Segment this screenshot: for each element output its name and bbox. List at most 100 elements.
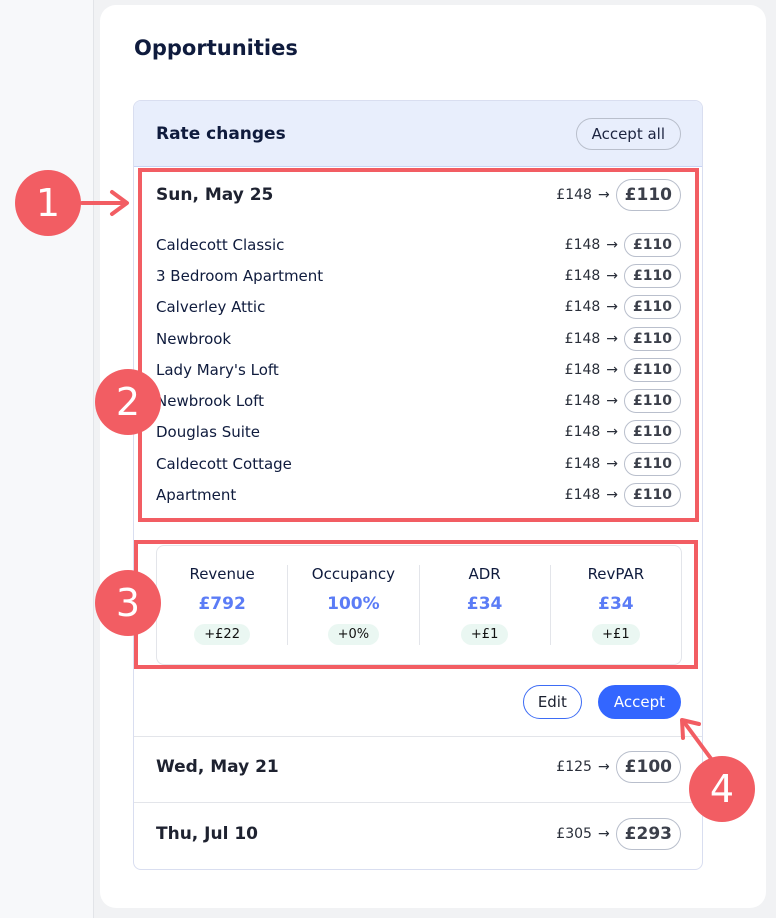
new-price[interactable]: £110	[624, 326, 681, 351]
day-header[interactable]: Thu, Jul 10 £305 → £293	[134, 818, 702, 850]
accept-button[interactable]: Accept	[597, 685, 681, 719]
room-price: £148 → £110	[564, 483, 681, 508]
room-name: Douglas Suite	[156, 423, 261, 442]
room-row: Douglas Suite £148 → £110	[134, 417, 702, 448]
new-price[interactable]: £110	[624, 295, 681, 320]
day-price: £148 → £110	[556, 179, 681, 211]
room-name: Caldecott Cottage	[156, 454, 292, 473]
arrow-right-icon: →	[606, 236, 619, 253]
rate-changes-title: Rate changes	[156, 123, 286, 144]
old-price: £125	[556, 759, 592, 775]
metric-value: £34	[466, 593, 503, 614]
old-price: £305	[556, 826, 592, 842]
day-date: Wed, May 21	[156, 757, 279, 777]
new-price[interactable]: £110	[624, 420, 681, 445]
room-name: Apartment	[156, 486, 237, 505]
room-row: Lady Mary's Loft £148 → £110	[134, 354, 702, 385]
new-price[interactable]: £293	[615, 818, 681, 850]
rate-changes-header: Rate changes Accept all	[134, 101, 702, 167]
room-price: £148 → £110	[564, 232, 681, 257]
day-price: £305 → £293	[556, 818, 681, 850]
metric-adr: ADR £34 +£1	[420, 565, 551, 645]
old-price: £148	[564, 424, 601, 441]
arrow-right-icon: →	[606, 361, 619, 378]
metric-label: Revenue	[189, 565, 255, 583]
room-name: Newbrook	[156, 329, 232, 348]
day-thu-jul-10[interactable]: Thu, Jul 10 £305 → £293	[134, 818, 702, 850]
new-price[interactable]: £110	[624, 232, 681, 257]
old-price: £148	[564, 487, 601, 504]
old-price: £148	[564, 267, 601, 284]
old-price: £148	[564, 236, 601, 253]
arrow-right-icon: →	[606, 299, 619, 316]
day-price: £125 → £100	[556, 751, 681, 783]
room-row: Apartment £148 → £110	[134, 479, 702, 510]
room-price: £148 → £110	[564, 357, 681, 382]
annotation-badge-1: 1	[15, 170, 81, 236]
arrow-right-icon: →	[606, 393, 619, 410]
annotation-badge-4: 4	[689, 756, 755, 822]
arrow-right-icon: →	[606, 267, 619, 284]
arrow-right-icon: →	[597, 187, 610, 203]
arrow-right-icon: →	[606, 424, 619, 441]
divider	[134, 736, 702, 737]
old-price: £148	[564, 455, 601, 472]
arrow-right-icon: →	[606, 455, 619, 472]
new-price[interactable]: £110	[615, 179, 681, 211]
room-row: Caldecott Classic £148 → £110	[134, 229, 702, 260]
new-price[interactable]: £110	[624, 451, 681, 476]
annotation-badge-3: 3	[95, 570, 161, 636]
metric-delta-badge: +0%	[327, 624, 380, 645]
old-price: £148	[564, 299, 601, 316]
metrics-summary: Revenue £792 +£22 Occupancy 100% +0% ADR £34 +£1…	[156, 545, 682, 665]
room-row: Caldecott Cottage £148 → £110	[134, 448, 702, 479]
old-price: £148	[564, 393, 601, 410]
day-wed-may-21[interactable]: Wed, May 21 £125 → £100	[134, 751, 702, 783]
metric-value: £34	[598, 593, 634, 614]
day-header[interactable]: Wed, May 21 £125 → £100	[134, 751, 702, 783]
old-price: £148	[556, 187, 592, 203]
room-row: 3 Bedroom Apartment £148 → £110	[134, 260, 702, 291]
room-row: Newbrook Loft £148 → £110	[134, 385, 702, 416]
room-name: Lady Mary's Loft	[156, 360, 279, 379]
metric-label: Occupancy	[311, 565, 395, 583]
metric-label: ADR	[468, 565, 501, 583]
room-name: 3 Bedroom Apartment	[156, 266, 324, 285]
rate-changes-panel: Rate changes Accept all Sun, May 25 £148…	[133, 100, 703, 870]
day-date: Sun, May 25	[156, 185, 274, 205]
annotation-badge-2: 2	[95, 369, 161, 435]
room-name: Calverley Attic	[156, 298, 266, 317]
left-pane	[0, 0, 94, 918]
arrow-right-icon: →	[606, 487, 619, 504]
room-name: Newbrook Loft	[156, 392, 265, 411]
new-price[interactable]: £110	[624, 389, 681, 414]
old-price: £148	[564, 361, 601, 378]
new-price[interactable]: £110	[624, 483, 681, 508]
arrow-right-icon: →	[597, 826, 610, 842]
room-list: Caldecott Classic £148 → £110 3 Bedroom Apa…	[134, 229, 702, 511]
metric-delta-badge: +£1	[460, 624, 509, 645]
day-header[interactable]: Sun, May 25 £148 → £110	[134, 179, 702, 211]
new-price[interactable]: £110	[624, 263, 681, 288]
action-buttons: Edit Accept	[522, 685, 681, 719]
metric-delta-badge: +£1	[592, 624, 640, 645]
day-sun-may-25[interactable]: Sun, May 25 £148 → £110 Caldecott Classi…	[134, 179, 702, 511]
metric-label: RevPAR	[587, 565, 645, 583]
room-row: Calverley Attic £148 → £110	[134, 292, 702, 323]
day-date: Thu, Jul 10	[156, 824, 259, 844]
metric-value: 100%	[327, 593, 380, 614]
edit-button[interactable]: Edit	[522, 685, 582, 719]
metric-revenue: Revenue £792 +£22	[157, 565, 289, 645]
accept-all-button[interactable]: Accept all	[575, 117, 681, 150]
old-price: £148	[564, 330, 601, 347]
arrow-right-icon: →	[606, 330, 619, 347]
metric-revpar: RevPAR £34 +£1	[551, 565, 681, 645]
new-price[interactable]: £100	[615, 751, 681, 783]
room-row: Newbrook £148 → £110	[134, 323, 702, 354]
room-name: Caldecott Classic	[156, 235, 285, 254]
new-price[interactable]: £110	[624, 357, 681, 382]
divider	[134, 802, 702, 803]
metric-occupancy: Occupancy 100% +0%	[288, 565, 420, 645]
room-price: £148 → £110	[564, 420, 681, 445]
metric-value: £792	[198, 593, 246, 614]
